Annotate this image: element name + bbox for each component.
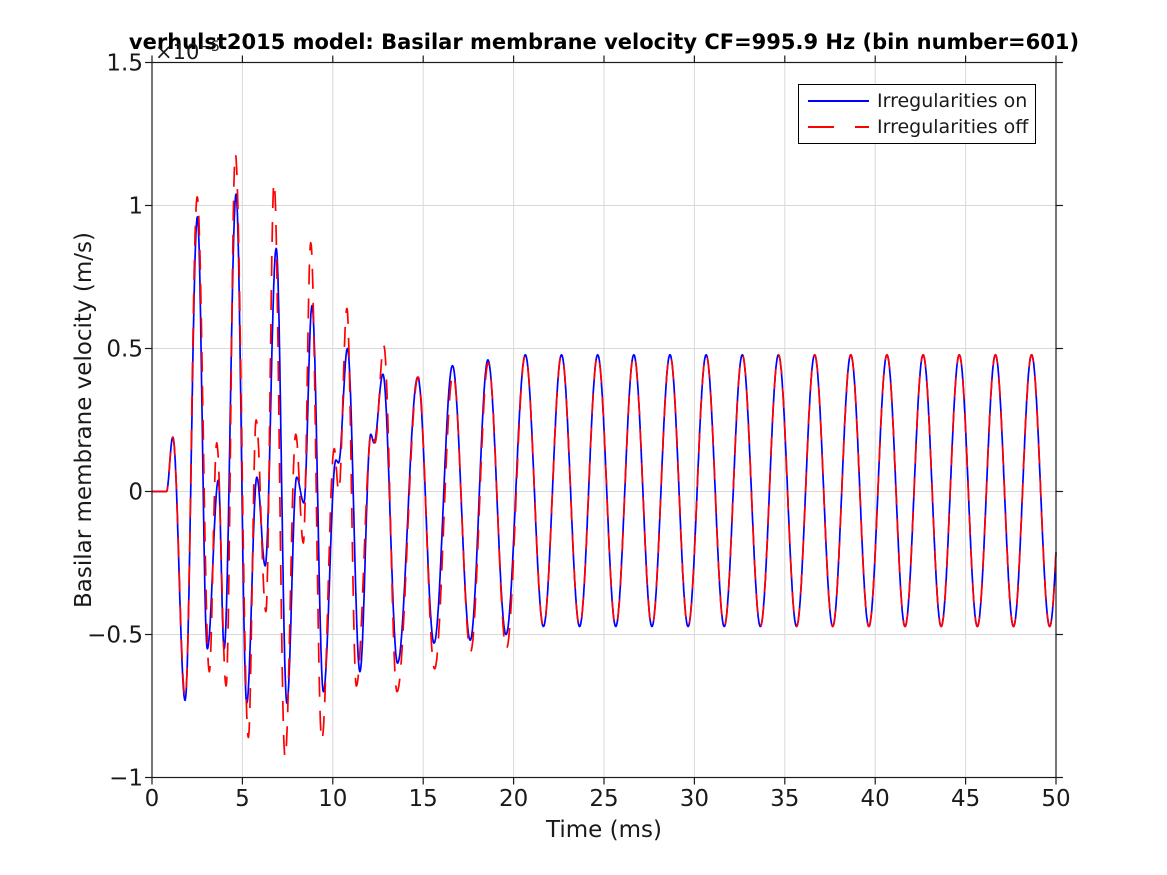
y-tick-label: 0 (128, 480, 143, 506)
axes-spines (151, 61, 1057, 779)
legend-line-solid (808, 99, 869, 102)
y-tick-label: 1 (128, 194, 143, 220)
y-tick-label: −0.5 (87, 623, 143, 649)
y-tick-label: −1 (109, 766, 143, 792)
x-axis-label: Time (ms) (546, 817, 662, 843)
x-tick-label: 10 (318, 786, 347, 812)
x-tick-label: 50 (1041, 786, 1070, 812)
y-axis-scale-offset: ×10−5 (155, 40, 220, 64)
tick-label-layer: 0 5 10 15 20 25 30 35 40 45 50 −1 −0.5 0 0.5 1 1.5 (87, 51, 1071, 813)
x-tick-label: 5 (235, 786, 250, 812)
x-tick-label: 15 (409, 786, 438, 812)
x-tick-label: 25 (589, 786, 618, 812)
x-tick-label: 45 (951, 786, 980, 812)
legend-entry-irregularities-off: Irregularities off (799, 116, 1035, 138)
x-tick-label: 40 (861, 786, 890, 812)
y-tick-label: 1.5 (106, 51, 143, 77)
chart-title: verhulst2015 model: Basilar membrane vel… (128, 30, 1080, 54)
x-tick-label: 30 (680, 786, 709, 812)
y-tick-label: 0.5 (106, 337, 143, 363)
legend-entry-irregularities-on: Irregularities on (799, 90, 1035, 112)
y-axis-label: Basilar membrane velocity (m/s) (71, 232, 97, 608)
x-tick-label: 35 (770, 786, 799, 812)
legend-line-dashed (808, 126, 869, 129)
x-tick-label: 0 (145, 786, 160, 812)
legend-label: Irregularities on (877, 89, 1028, 112)
series-curve-1 (151, 153, 1057, 759)
legend-box: Irregularities on Irregularities off (798, 84, 1036, 144)
curve-layer (151, 153, 1057, 759)
legend-label: Irregularities off (877, 116, 1029, 139)
axis-layer (145, 55, 1063, 785)
x-tick-label: 20 (499, 786, 528, 812)
offset-base: ×10 (155, 40, 200, 64)
offset-exponent: −5 (199, 39, 220, 55)
